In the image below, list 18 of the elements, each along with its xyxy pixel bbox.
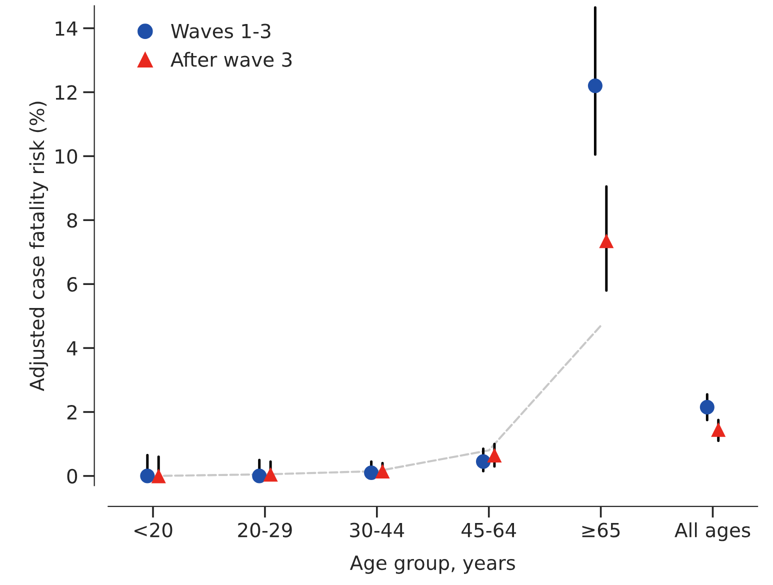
y-tick-label: 0 [67, 468, 78, 484]
x-axis-title: Age group, years [350, 556, 515, 574]
x-tick-label: <20 [134, 522, 172, 538]
y-tick-label: 8 [67, 213, 78, 228]
x-tick-label: 45-64 [462, 522, 516, 538]
y-tick-label: 4 [66, 341, 78, 356]
y-tick-label: 2 [67, 404, 76, 420]
x-tick-label: 30-44 [350, 522, 404, 538]
x-tick-label: ≥65 [582, 522, 620, 538]
y-tick-label: 14 [56, 21, 78, 36]
x-tick-label: 20-29 [238, 522, 292, 538]
y-axis-title: Adjusted case fatality risk (%) [29, 102, 48, 392]
legend-label: After wave 3 [170, 52, 292, 67]
y-tick-label: 10 [56, 149, 78, 164]
y-tick-label: 12 [56, 85, 76, 100]
legend-label: Waves 1-3 [171, 24, 270, 38]
x-tick-label: All ages [674, 522, 750, 542]
y-tick-label: 6 [67, 277, 78, 292]
